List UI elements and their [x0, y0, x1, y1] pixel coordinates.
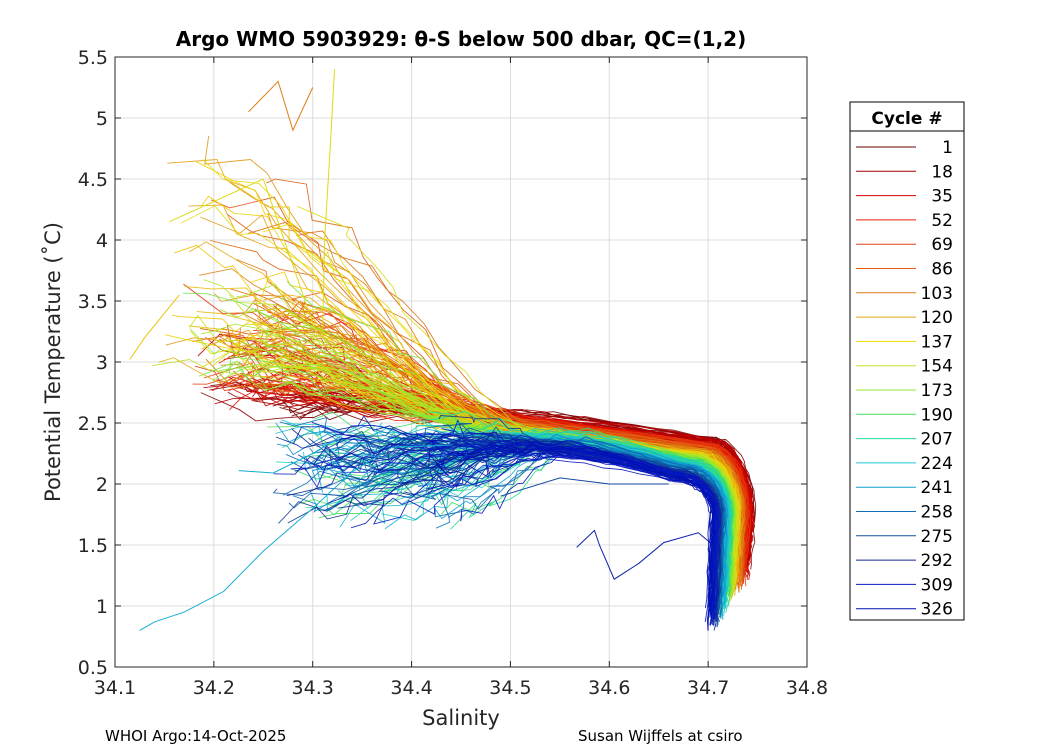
x-tick-label: 34.4 — [390, 677, 432, 699]
y-tick-label: 3 — [96, 352, 108, 374]
legend-entry: 35 — [856, 187, 953, 207]
legend-entry: 86 — [856, 260, 953, 280]
legend-label: 52 — [931, 211, 953, 231]
x-tick-label: 34.3 — [292, 677, 334, 699]
legend-entry: 241 — [856, 478, 953, 498]
legend-entry: 190 — [856, 405, 953, 425]
legend-label: 1 — [942, 138, 953, 158]
legend-label: 275 — [921, 527, 953, 547]
cycle-trace-outlier — [500, 477, 669, 497]
legend-entry: 120 — [856, 308, 953, 328]
y-tick-label: 4.5 — [78, 169, 108, 191]
footer-left: WHOI Argo:14-Oct-2025 — [105, 727, 287, 745]
legend-entry: 292 — [856, 551, 953, 571]
cycle-trace — [430, 440, 711, 609]
axis-ticks: 34.1 34.2 34.3 34.4 34.5 34.6 34.7 34.80.511.52… — [78, 47, 828, 699]
legend-entry: 224 — [856, 454, 953, 474]
legend-label: 86 — [931, 260, 953, 280]
legend: Cycle # 1 18 35 52 69 86 103 120 137 154 173 190 207… — [849, 101, 965, 621]
legend-entry: 173 — [856, 381, 953, 401]
legend-entry: 18 — [856, 162, 953, 182]
x-tick-label: 34.2 — [193, 677, 235, 699]
legend-label: 137 — [921, 332, 953, 352]
legend-label: 326 — [921, 600, 953, 620]
cycle-trace — [435, 445, 726, 596]
legend-entry: 1 — [856, 138, 953, 158]
x-tick-label: 34.5 — [489, 677, 531, 699]
x-tick-label: 34.8 — [786, 677, 828, 699]
legend-entry: 154 — [856, 357, 953, 377]
legend-entry: 103 — [856, 284, 953, 304]
legend-label: 241 — [921, 478, 953, 498]
x-tick-label: 34.6 — [588, 677, 630, 699]
legend-label: 18 — [931, 162, 953, 182]
cycle-trace-outlier — [248, 80, 314, 132]
legend-label: 103 — [921, 284, 953, 304]
legend-entry: 258 — [856, 503, 953, 523]
footer-right: Susan Wijffels at csiro — [578, 727, 743, 745]
cycle-trace-outlier — [322, 69, 335, 338]
cycle-trace — [398, 440, 714, 608]
legend-label: 292 — [921, 551, 953, 571]
legend-entry: 207 — [856, 430, 953, 450]
x-axis-label: Salinity — [422, 706, 500, 730]
y-tick-label: 5 — [96, 108, 108, 130]
legend-label: 69 — [931, 235, 953, 255]
cycle-trace-outlier — [169, 178, 319, 338]
cycle-trace — [311, 421, 717, 626]
y-axis-label: Potential Temperature (˚C) — [41, 222, 65, 502]
y-tick-label: 2 — [96, 474, 108, 496]
legend-entries: 1 18 35 52 69 86 103 120 137 154 173 190 207 224 241 25… — [856, 138, 953, 620]
legend-label: 173 — [921, 381, 953, 401]
x-tick-label: 34.1 — [94, 677, 136, 699]
legend-box — [849, 101, 965, 621]
legend-entry: 137 — [856, 332, 953, 352]
legend-label: 190 — [921, 405, 953, 425]
x-tick-label: 34.7 — [687, 677, 729, 699]
legend-label: 154 — [921, 357, 953, 377]
y-tick-label: 2.5 — [78, 413, 108, 435]
legend-entry: 52 — [856, 211, 953, 231]
legend-label: 224 — [921, 454, 953, 474]
data-traces — [129, 69, 757, 631]
y-tick-label: 0.5 — [78, 657, 108, 679]
y-tick-label: 3.5 — [78, 291, 108, 313]
cycle-trace — [455, 447, 716, 624]
y-tick-label: 5.5 — [78, 47, 108, 69]
legend-label: 35 — [931, 187, 953, 207]
cycle-trace-outlier — [238, 434, 343, 474]
y-tick-label: 1.5 — [78, 535, 108, 557]
cycle-trace — [214, 293, 742, 573]
legend-entry: 326 — [856, 600, 953, 620]
cycle-trace — [455, 434, 714, 616]
legend-label: 309 — [921, 575, 953, 595]
legend-title: Cycle # — [871, 109, 942, 129]
legend-label: 120 — [921, 308, 953, 328]
cycle-trace-outlier — [139, 444, 452, 631]
y-tick-label: 4 — [96, 230, 108, 252]
legend-entry: 275 — [856, 527, 953, 547]
chart-title: Argo WMO 5903929: θ-S below 500 dbar, QC… — [176, 27, 746, 51]
cycle-trace-outlier — [129, 294, 180, 360]
legend-label: 258 — [921, 503, 953, 523]
legend-entry: 69 — [856, 235, 953, 255]
cycle-trace — [427, 445, 719, 620]
cycle-trace-outlier — [576, 529, 714, 580]
legend-label: 207 — [921, 430, 953, 450]
y-tick-label: 1 — [96, 596, 108, 618]
legend-entry: 309 — [856, 575, 953, 595]
